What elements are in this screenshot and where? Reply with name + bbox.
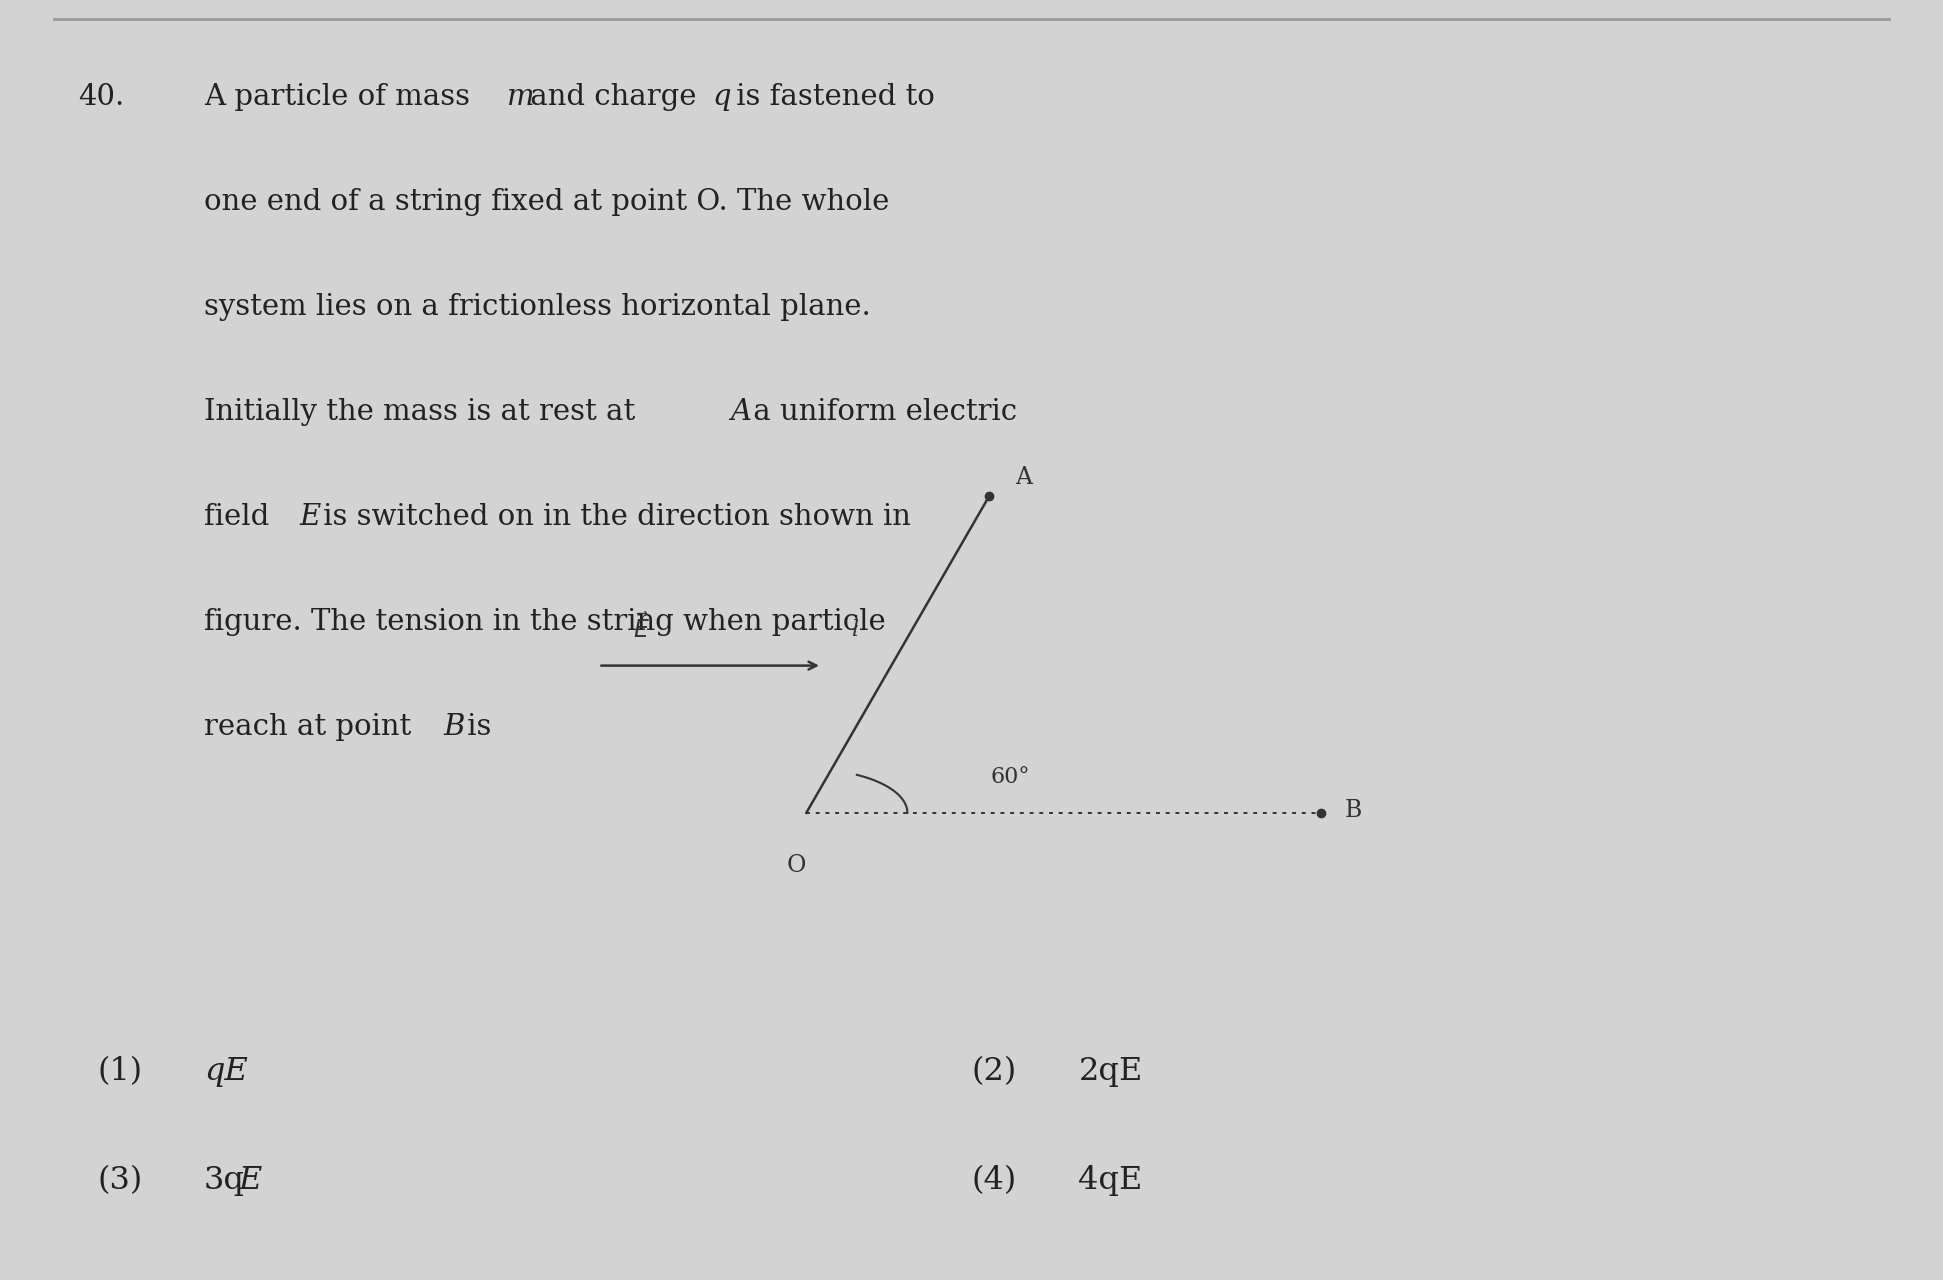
- Text: (2): (2): [972, 1056, 1016, 1087]
- Text: A: A: [731, 398, 750, 426]
- Text: is: is: [459, 713, 492, 741]
- Text: A: A: [1014, 466, 1032, 489]
- Text: 40.: 40.: [78, 83, 124, 111]
- Text: O: O: [787, 854, 806, 877]
- Text: is switched on in the direction shown in: is switched on in the direction shown in: [315, 503, 911, 531]
- Text: E: E: [299, 503, 321, 531]
- Text: 60°: 60°: [991, 767, 1030, 788]
- Text: 3q: 3q: [204, 1165, 245, 1196]
- Text: B: B: [1345, 799, 1362, 822]
- Text: 2qE: 2qE: [1078, 1056, 1142, 1087]
- Text: one end of a string fixed at point O. The whole: one end of a string fixed at point O. Th…: [204, 188, 890, 216]
- Text: (4): (4): [972, 1165, 1016, 1196]
- Text: m: m: [507, 83, 534, 111]
- Text: l: l: [851, 620, 859, 641]
- Text: q: q: [713, 83, 731, 111]
- Text: (1): (1): [97, 1056, 142, 1087]
- Text: E: E: [239, 1165, 262, 1196]
- Text: Initially the mass is at rest at: Initially the mass is at rest at: [204, 398, 645, 426]
- Text: A particle of mass: A particle of mass: [204, 83, 480, 111]
- Text: 4qE: 4qE: [1078, 1165, 1142, 1196]
- Text: a uniform electric: a uniform electric: [744, 398, 1018, 426]
- Text: reach at point: reach at point: [204, 713, 420, 741]
- Text: $\vec{E}$: $\vec{E}$: [633, 613, 649, 643]
- Text: and charge: and charge: [521, 83, 705, 111]
- Text: field: field: [204, 503, 278, 531]
- Text: system lies on a frictionless horizontal plane.: system lies on a frictionless horizontal…: [204, 293, 870, 321]
- Text: is fastened to: is fastened to: [727, 83, 935, 111]
- Text: (3): (3): [97, 1165, 142, 1196]
- Text: B: B: [443, 713, 464, 741]
- Text: qE: qE: [204, 1056, 249, 1087]
- Text: figure. The tension in the string when particle: figure. The tension in the string when p…: [204, 608, 886, 636]
